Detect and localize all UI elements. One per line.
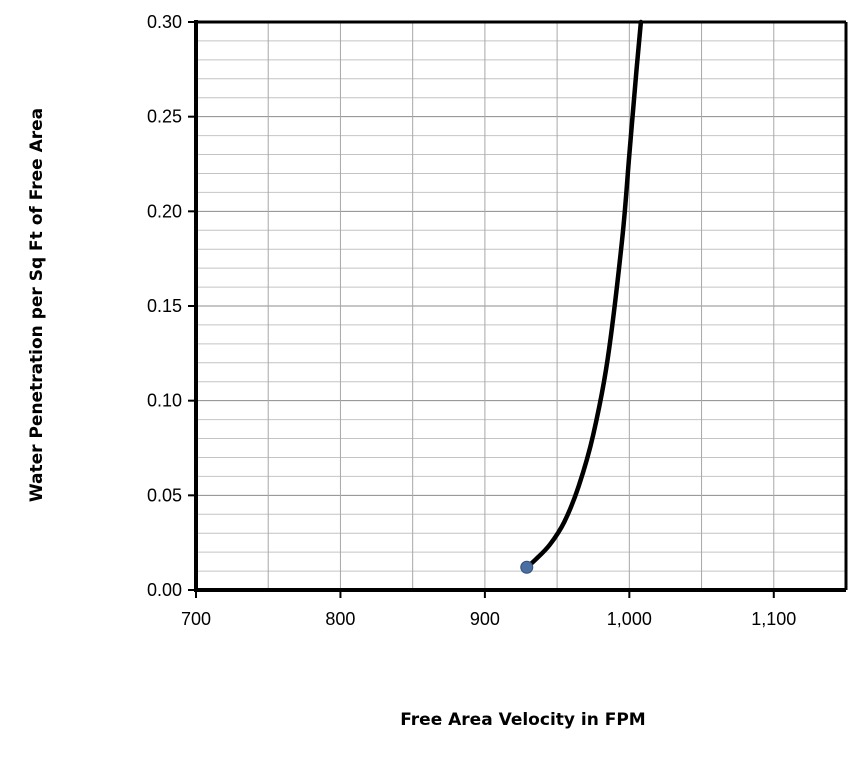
x-tick-label: 800	[325, 609, 355, 629]
y-tick-labels: 0.00 0.05 0.10 0.15 0.20 0.25 0.30	[147, 12, 182, 600]
x-tick-label: 900	[470, 609, 500, 629]
y-axis-title: Water Penetration per Sq Ft of Free Area	[27, 108, 47, 502]
y-tick-label: 0.00	[147, 580, 182, 600]
grid	[196, 22, 846, 590]
series-line	[524, 19, 644, 570]
x-tick-labels: 700 800 900 1,000 1,100	[181, 609, 796, 629]
x-axis-title: Free Area Velocity in FPM	[400, 710, 645, 730]
y-tick-label: 0.10	[147, 391, 182, 411]
series-layer	[520, 19, 644, 574]
y-tick-label: 0.30	[147, 12, 182, 32]
y-tick-label: 0.25	[147, 107, 182, 127]
y-tick-label: 0.20	[147, 201, 182, 221]
x-tick-label: 700	[181, 609, 211, 629]
x-tick-label: 1,000	[607, 609, 652, 629]
y-tick-label: 0.05	[147, 485, 182, 505]
y-tick-label: 0.15	[147, 296, 182, 316]
axes	[188, 20, 848, 598]
x-tick-label: 1,100	[751, 609, 796, 629]
data-point-marker	[520, 560, 534, 574]
